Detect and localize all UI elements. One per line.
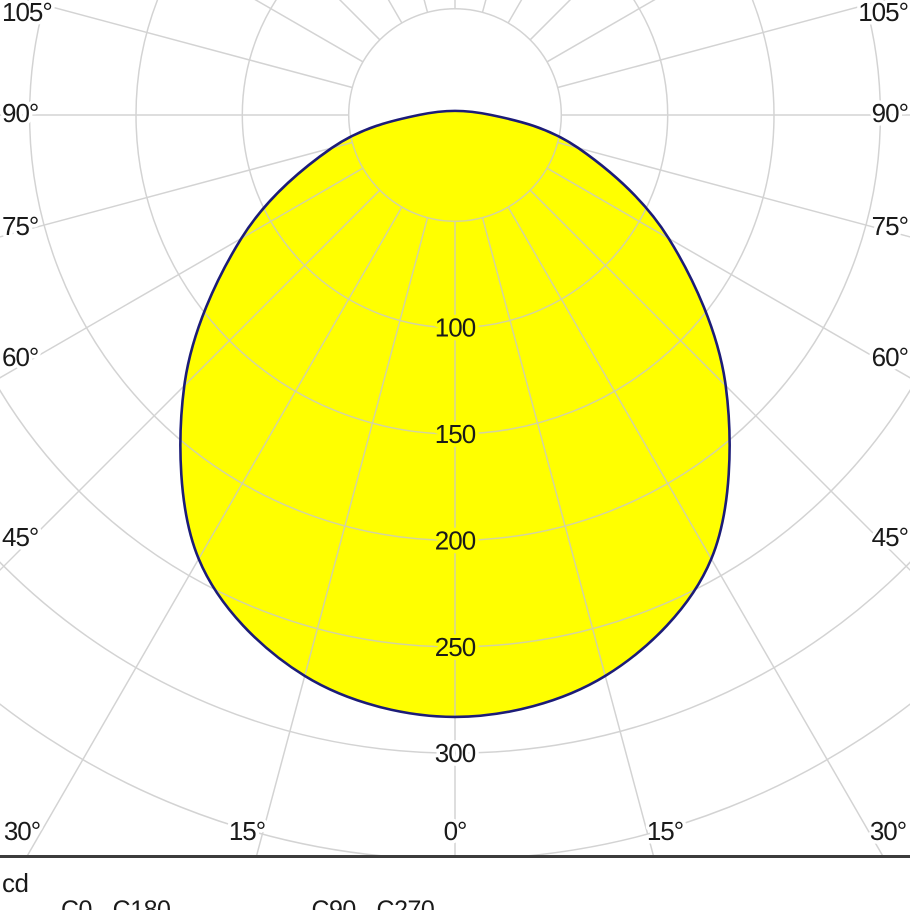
grid-spoke (546, 167, 910, 379)
grid-spoke (254, 0, 364, 63)
radial-tick-label: 150 (435, 419, 476, 449)
grid-spoke (255, 217, 429, 857)
grid-spoke (22, 0, 353, 89)
polar-chart: 100 150 200 250 300 105° 90° 75° 60° 45° 105° 90° 75… (0, 0, 910, 857)
angle-label-bottom: 30° (870, 816, 906, 846)
angle-label-left: 75° (2, 211, 38, 241)
radial-tick-label: 300 (435, 738, 476, 768)
angle-label-bottom: 15° (229, 816, 265, 846)
grid-spoke (557, 141, 910, 238)
grid-spoke (25, 206, 403, 857)
angle-label-right: 75° (872, 211, 908, 241)
angle-label-left: 45° (2, 522, 38, 552)
radial-tick-label: 250 (435, 632, 476, 662)
plot-area (0, 0, 910, 857)
angle-label-right: 90° (872, 98, 908, 128)
angle-label-bottom: 30° (4, 816, 40, 846)
unit-label: cd (2, 868, 29, 898)
angle-label-right: 60° (872, 342, 908, 372)
angle-label-left: 60° (2, 342, 38, 372)
grid-spoke (481, 0, 487, 13)
grid-spoke (338, 0, 381, 41)
angle-label-bottom: 15° (647, 816, 683, 846)
grid-spoke (0, 189, 381, 572)
angle-label-right: 45° (872, 522, 908, 552)
legend-item-c90-c270: C90 - C270 (242, 896, 434, 910)
legend-item-c0-c180: C0 - C180 (2, 896, 171, 910)
legend-label-c90-c270: C90 - C270 (311, 896, 435, 910)
grid-spoke (481, 217, 655, 857)
grid-spoke (507, 206, 885, 857)
grid-spoke (529, 189, 910, 572)
grid-spoke (557, 0, 888, 89)
plot-legend-divider (0, 855, 910, 858)
grid-spoke (387, 0, 403, 24)
angle-label-bottom: 0° (444, 816, 467, 846)
grid-spoke (423, 0, 429, 13)
grid-spoke (529, 0, 572, 41)
polar-grid (0, 0, 910, 857)
legend-label-c0-c180: C0 - C180 (61, 896, 171, 910)
grid-spoke (507, 0, 523, 24)
grid-spoke (0, 167, 364, 379)
grid-spoke (546, 0, 656, 63)
radial-tick-label: 100 (435, 313, 476, 343)
angle-label-left: 105° (2, 0, 52, 27)
distribution-curve-c90-c270 (179, 109, 731, 719)
legend: C0 - C180 C90 - C270 (0, 896, 910, 910)
grid-spoke (0, 141, 353, 238)
angle-label-right: 105° (858, 0, 908, 27)
angle-label-left: 90° (2, 98, 38, 128)
radial-tick-label: 200 (435, 525, 476, 555)
